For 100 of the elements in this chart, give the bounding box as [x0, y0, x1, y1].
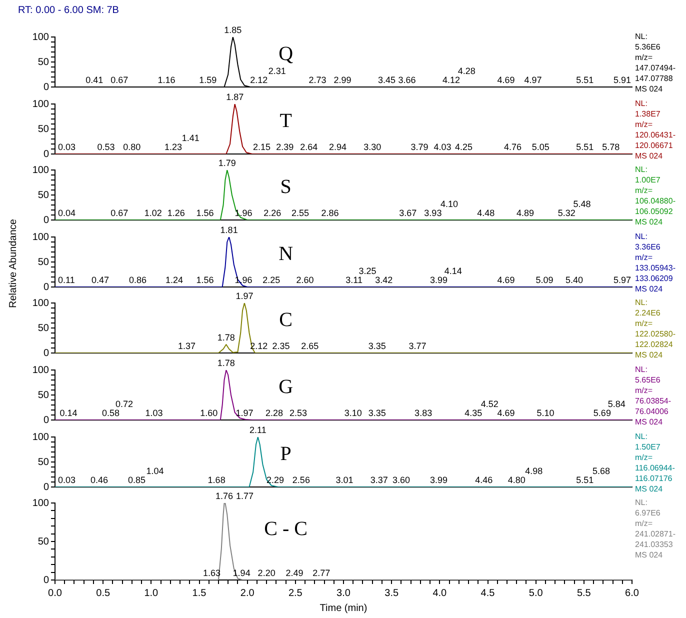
text: 2.24E6 [635, 309, 661, 318]
annotation: 1.56 [196, 274, 214, 285]
annotation: 4.52 [480, 398, 498, 409]
annotation: 0.46 [90, 474, 108, 485]
y-tick-label: 50 [38, 456, 50, 468]
annotation: 1.16 [158, 74, 176, 85]
text: NL: [635, 432, 648, 441]
annotation: 1.85 [224, 24, 242, 35]
annotation: 2.65 [301, 341, 319, 352]
annotation: 0.85 [128, 474, 146, 485]
text: 133.05943- [635, 264, 676, 272]
y-tick-label: 100 [32, 98, 50, 110]
chart-title: Q [278, 42, 294, 65]
annotation: 1.78 [217, 358, 235, 368]
annotation: 2.20 [258, 568, 276, 578]
annotation: 0.47 [91, 274, 109, 285]
x-tick-label: 2.5 [288, 588, 303, 599]
annotation: 2.35 [272, 341, 290, 352]
y-tick-label: 0 [43, 414, 50, 426]
annotation: 1.59 [199, 74, 217, 85]
annotation: 1.68 [208, 474, 226, 485]
annotation: 5.09 [536, 274, 554, 285]
annotation: 0.03 [58, 142, 76, 152]
x-tick-label: 3.0 [336, 588, 351, 599]
annotation: 0.58 [102, 408, 120, 418]
text: NL: [635, 32, 648, 42]
annotation: 2.49 [286, 568, 304, 578]
annotation: 3.79 [410, 142, 428, 152]
annotation: 3.30 [364, 142, 382, 152]
text: 1.50E7 [635, 442, 661, 452]
y-tick-label: 0 [43, 348, 50, 360]
annotation: 5.68 [592, 466, 610, 476]
annotation: 2.99 [334, 74, 352, 85]
annotation: 4.25 [454, 142, 472, 152]
annotation: 2.56 [292, 474, 310, 485]
annotation: 4.80 [508, 474, 526, 485]
text: NL: [635, 365, 648, 374]
annotation: 1.60 [200, 408, 218, 418]
annotation: 5.10 [536, 408, 554, 418]
text: MS 024 [635, 550, 664, 560]
annotation: 0.53 [97, 142, 115, 152]
annotation: 5.91 [613, 74, 632, 85]
text: MS 024 [635, 151, 664, 160]
annotation: 1.41 [182, 132, 200, 143]
text: 120.06431- [635, 130, 676, 140]
annotation: 1.97 [236, 291, 254, 302]
annotation: 3.83 [414, 408, 432, 418]
x-tick-label: 5.5 [576, 588, 592, 599]
y-tick-label: 100 [32, 498, 50, 509]
annotation: 1.26 [167, 208, 185, 218]
annotation: 5.32 [558, 208, 576, 218]
x-tick-label: 4.5 [480, 588, 496, 599]
annotation: 2.77 [312, 568, 330, 578]
y-tick-label: 50 [38, 190, 50, 201]
annotation: 2.15 [253, 142, 271, 152]
annotation: 2.28 [266, 408, 284, 418]
annotation: 1.94 [232, 568, 250, 578]
annotation: 4.28 [458, 66, 476, 76]
annotation: 3.25 [358, 266, 376, 276]
annotation: 1.77 [236, 491, 254, 502]
text: m/z= [635, 452, 653, 462]
text: MS 024 [635, 218, 664, 227]
annotation: 5.51 [576, 142, 594, 152]
annotation: 5.84 [608, 398, 626, 409]
annotation: 4.98 [525, 466, 543, 476]
annotation: 1.63 [202, 568, 221, 578]
text: 1.38E7 [635, 109, 661, 118]
annotation: 0.67 [110, 208, 128, 218]
text: 3.36E6 [635, 242, 661, 252]
text: 133.06209 [635, 274, 674, 283]
text: 241.03353 [635, 540, 674, 550]
annotation: 0.04 [58, 208, 76, 218]
text: MS 024 [635, 484, 664, 494]
annotation: 2.53 [290, 408, 308, 418]
annotation: 1.79 [218, 158, 236, 168]
text: 147.07788 [635, 74, 674, 84]
annotation: 1.56 [196, 208, 214, 218]
annotation: 3.35 [368, 408, 386, 418]
annotation: 2.55 [291, 208, 309, 218]
annotation: 0.41 [86, 74, 104, 85]
annotation: 5.69 [593, 408, 611, 418]
annotation: 5.97 [613, 274, 632, 285]
annotation: 3.45 [378, 74, 396, 85]
annotation: 4.12 [442, 74, 460, 85]
annotation: 3.67 [399, 208, 417, 218]
annotation: 3.99 [430, 274, 448, 285]
annotation: 2.73 [308, 74, 326, 85]
annotation: 4.69 [497, 74, 515, 85]
annotation: 2.12 [250, 74, 268, 85]
text: C - C [264, 518, 308, 540]
chart-title: T [280, 109, 292, 132]
annotation: 1.04 [146, 466, 164, 476]
y-tick-label: 100 [32, 431, 50, 442]
annotation: 0.86 [128, 274, 146, 285]
annotation: 5.51 [576, 474, 594, 485]
annotation: 3.60 [392, 474, 410, 485]
annotation: 4.69 [497, 274, 515, 285]
annotation: 0.72 [115, 398, 134, 409]
text: MS 024 [635, 284, 664, 294]
y-tick-label: 0 [43, 148, 50, 160]
